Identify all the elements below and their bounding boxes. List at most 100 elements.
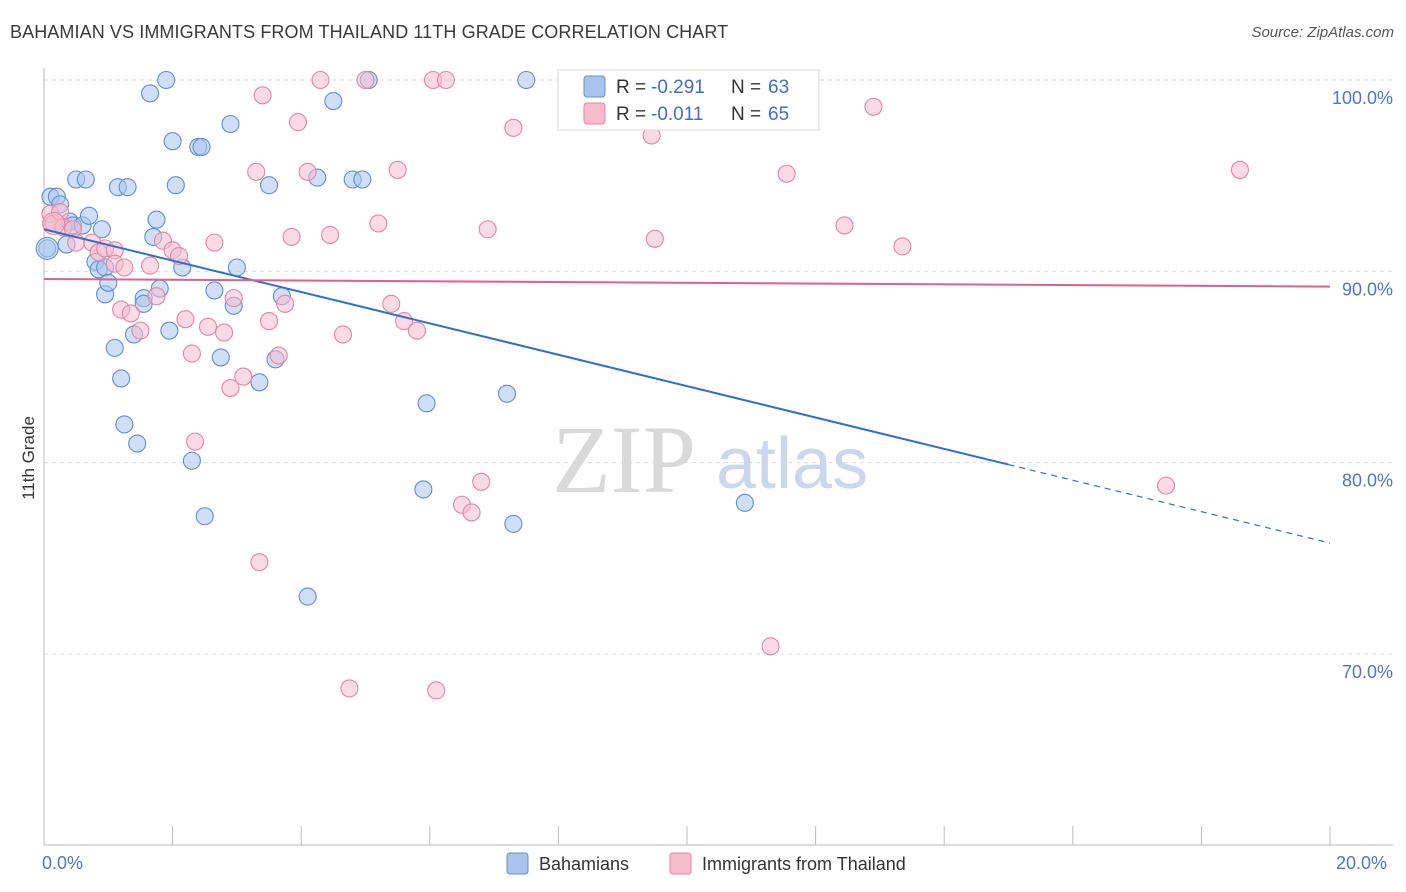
bahamians-trend-line <box>43 228 1009 466</box>
legend-n-label-1: N = <box>731 77 761 98</box>
source-label: Source: ZipAtlas.com <box>1251 24 1394 41</box>
legend-r-label-1: R = <box>616 77 646 98</box>
thailand-point <box>504 118 523 137</box>
thailand-point <box>382 294 401 313</box>
thailand-trend-line <box>43 277 1331 288</box>
thailand-point <box>42 211 66 236</box>
y-tick-label: 100.0% <box>1332 88 1393 108</box>
bahamians-point <box>147 210 166 229</box>
x-tick-label-min: 0.0% <box>42 853 83 873</box>
thailand-point <box>436 70 455 90</box>
y-tick-labels: 100.0% 90.0% 80.0% 70.0% <box>1332 88 1393 682</box>
thailand-point <box>141 256 160 275</box>
thailand-point <box>205 233 224 252</box>
thailand-point <box>388 160 407 179</box>
bahamians-point <box>205 281 224 300</box>
thailand-point <box>462 503 481 522</box>
bahamians-point <box>250 373 269 392</box>
thailand-point <box>288 113 308 132</box>
legend-n-value-2: 65 <box>768 104 789 125</box>
thailand-point <box>247 162 266 181</box>
thailand-point <box>835 216 854 235</box>
bahamians-point <box>195 507 214 526</box>
thailand-point <box>472 472 491 491</box>
bahamians-point <box>221 114 240 134</box>
bahamians-point <box>99 273 118 292</box>
bahamians-point <box>353 170 372 189</box>
thailand-point <box>131 321 150 340</box>
bahamians-point <box>211 348 230 367</box>
thailand-point <box>333 325 353 344</box>
grid-lines <box>44 79 1393 655</box>
thailand-point <box>369 214 388 233</box>
thailand-point <box>1156 476 1176 495</box>
bahamians-point <box>417 394 436 413</box>
bahamians-point <box>192 137 211 157</box>
bahamians-point <box>92 220 111 239</box>
thailand-point <box>182 344 201 363</box>
thailand-point <box>298 162 317 181</box>
thailand-point <box>221 378 240 398</box>
thailand-point <box>864 97 883 116</box>
thailand-point <box>311 70 330 90</box>
thailand-point <box>282 227 301 246</box>
bahamians-point <box>182 451 201 470</box>
thailand-point <box>340 679 359 698</box>
bahamians-point <box>115 415 134 434</box>
thailand-point <box>276 294 295 313</box>
thailand-point <box>176 310 195 329</box>
bahamians-trend-extension <box>1008 463 1331 544</box>
bottom-legend-swatch-pink <box>669 852 692 875</box>
y-axis-label: 11th Grade <box>19 416 38 500</box>
bahamians-point <box>166 176 185 195</box>
legend-r-label-2: R = <box>616 104 646 125</box>
thailand-point <box>645 229 664 248</box>
chart-title: BAHAMIAN VS IMMIGRANTS FROM THAILAND 11T… <box>10 22 729 42</box>
legend-r-value-2: -0.011 <box>651 104 703 125</box>
thailand-point <box>224 289 243 308</box>
watermark-zip: ZIP <box>552 406 696 513</box>
watermark: ZIP atlas <box>552 406 868 513</box>
legend-n-value-1: 63 <box>768 77 789 98</box>
watermark-atlas: atlas <box>716 424 868 504</box>
bahamians-point <box>157 70 176 90</box>
bahamians-point <box>504 514 523 533</box>
bahamians-point <box>105 338 124 357</box>
series-legend: Bahamians Immigrants from Thailand <box>506 852 906 875</box>
bahamians-point <box>118 178 137 197</box>
bahamians-point <box>112 369 131 388</box>
bahamians-point <box>414 480 433 499</box>
bahamians-point <box>79 206 99 225</box>
bahamians-point <box>298 587 317 606</box>
thailand-point <box>356 70 375 90</box>
thailand-point <box>121 304 140 323</box>
bahamians-point <box>324 91 343 111</box>
thailand-point <box>214 323 234 342</box>
thailand-point <box>186 432 205 451</box>
bahamians-point <box>128 434 147 453</box>
trend-lines <box>43 228 1331 544</box>
thailand-point <box>269 346 288 365</box>
bahamians-point <box>35 236 59 260</box>
legend-swatch-blue <box>583 75 606 98</box>
y-tick-label: 70.0% <box>1342 662 1393 682</box>
x-ticks <box>43 826 1331 845</box>
series-thailand <box>41 70 1250 700</box>
thailand-point <box>198 317 218 336</box>
bahamians-point <box>497 384 517 403</box>
thailand-point <box>761 637 780 656</box>
y-tick-label: 80.0% <box>1342 471 1393 491</box>
x-tick-label-max: 20.0% <box>1336 853 1387 873</box>
thailand-point <box>407 321 426 340</box>
stats-legend: R = -0.291 N = 63 R = -0.011 N = 65 <box>557 69 820 131</box>
bahamians-point <box>160 321 179 340</box>
thailand-point <box>478 220 497 239</box>
bahamians-point <box>227 258 246 277</box>
thailand-point <box>259 312 279 331</box>
thailand-point <box>250 553 269 572</box>
thailand-point <box>253 86 272 105</box>
legend-n-label-2: N = <box>731 104 761 125</box>
bahamians-point <box>259 176 279 195</box>
y-tick-label: 90.0% <box>1342 279 1393 299</box>
